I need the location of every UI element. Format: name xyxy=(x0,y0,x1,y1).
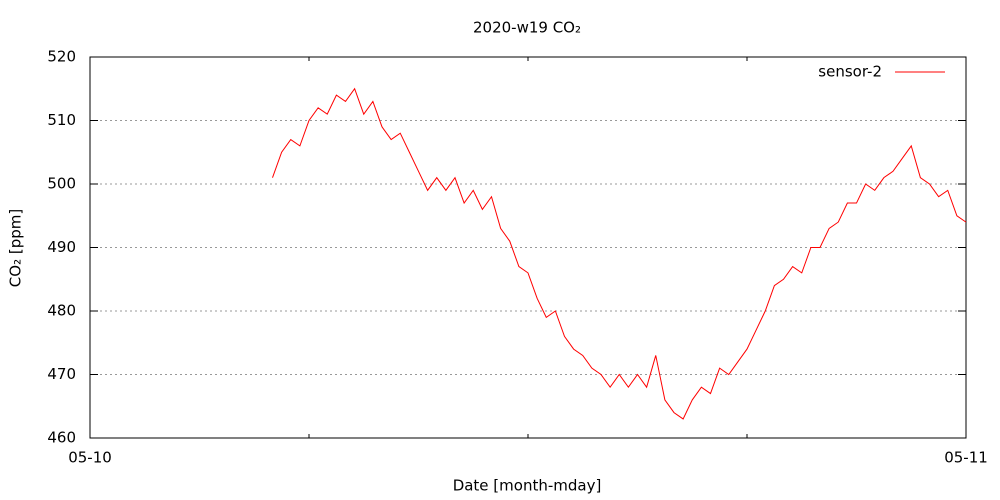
y-axis-label: CO₂ [ppm] xyxy=(7,209,25,287)
plot-border xyxy=(89,56,967,439)
y-tick-label: 510 xyxy=(47,111,76,129)
x-tick-label: 05-10 xyxy=(68,449,112,467)
legend-label: sensor-2 xyxy=(818,63,882,81)
x-axis-label: Date [month-mday] xyxy=(453,477,602,495)
y-tick-label: 470 xyxy=(47,365,76,383)
y-tick-label: 490 xyxy=(47,238,76,256)
data-line xyxy=(272,87,967,420)
y-tick-label: 480 xyxy=(47,302,76,320)
y-tick-label: 520 xyxy=(47,48,76,66)
chart-title: 2020-w19 CO₂ xyxy=(473,19,581,37)
y-tick-label: 500 xyxy=(47,175,76,193)
y-tick-label: 460 xyxy=(47,429,76,447)
x-tick-label: 05-11 xyxy=(944,449,988,467)
